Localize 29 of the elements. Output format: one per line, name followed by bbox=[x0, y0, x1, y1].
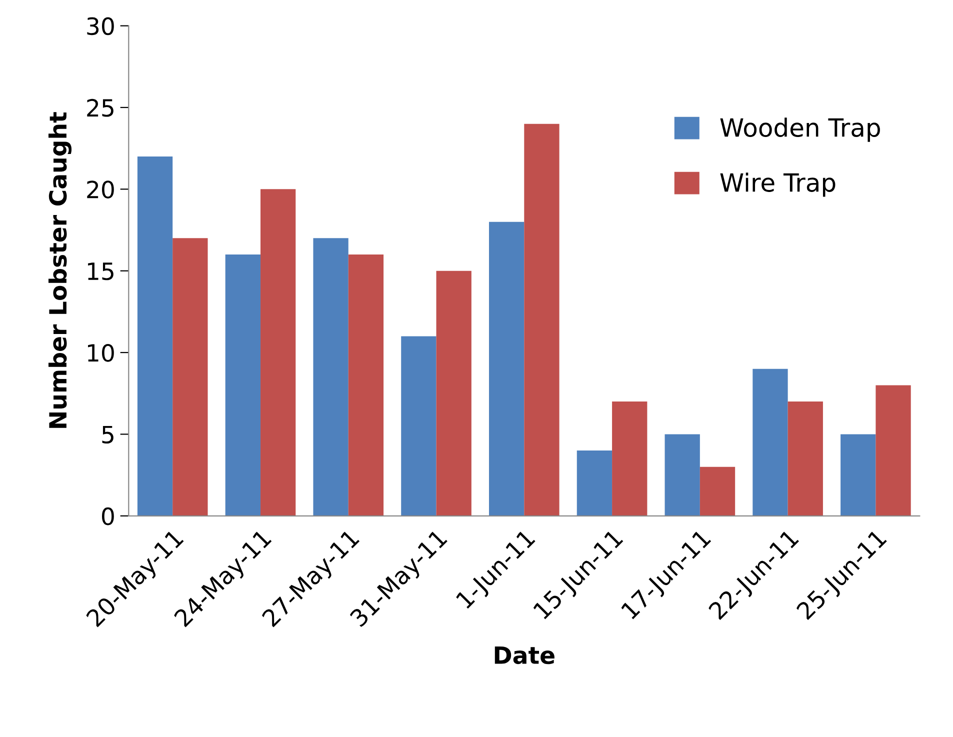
bar bbox=[348, 254, 384, 516]
legend-label: Wooden Trap bbox=[720, 118, 880, 142]
bar bbox=[576, 450, 612, 516]
y-tick-label: 20 bbox=[87, 180, 114, 198]
y-tick-label: 25 bbox=[87, 98, 114, 117]
bar bbox=[225, 254, 260, 516]
bar bbox=[172, 238, 208, 516]
bar bbox=[488, 222, 524, 516]
bar bbox=[752, 368, 788, 516]
bar bbox=[524, 124, 560, 516]
legend-label: Wire Trap bbox=[720, 172, 836, 197]
bar bbox=[840, 434, 876, 516]
bar bbox=[260, 189, 296, 516]
bar bbox=[401, 336, 436, 516]
x-axis-title: Date bbox=[494, 646, 554, 664]
y-tick-label: 10 bbox=[88, 344, 114, 362]
bar bbox=[788, 402, 823, 516]
bar bbox=[664, 434, 700, 516]
y-tick-label: 30 bbox=[87, 17, 114, 36]
bar bbox=[313, 238, 348, 516]
bar bbox=[612, 402, 648, 516]
y-tick-label: 15 bbox=[88, 262, 114, 280]
y-axis-title: Number Lobster Caught bbox=[48, 112, 72, 428]
bar bbox=[436, 270, 472, 516]
bar bbox=[876, 385, 911, 516]
bar bbox=[700, 466, 736, 516]
y-tick-label: 5 bbox=[102, 426, 114, 444]
bar bbox=[137, 156, 173, 516]
y-tick-label: 0 bbox=[102, 507, 114, 526]
